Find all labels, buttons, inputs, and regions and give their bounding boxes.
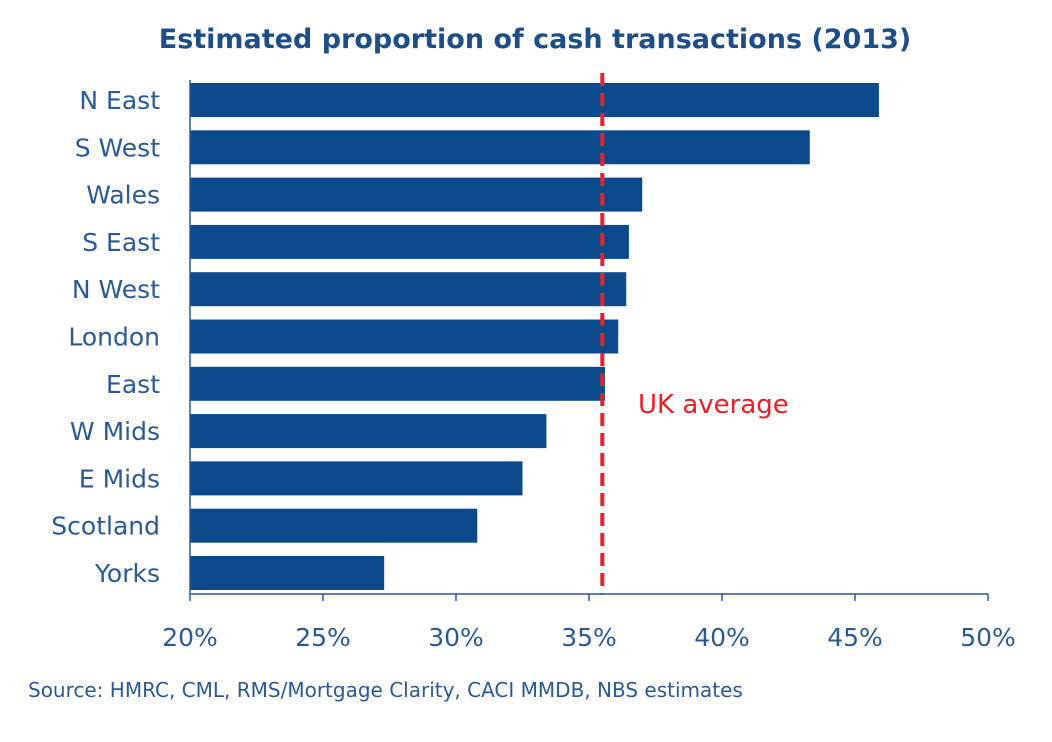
category-label: London [68, 323, 160, 352]
x-tick-label: 35% [561, 623, 617, 652]
category-label: N East [79, 86, 160, 115]
category-label: S East [82, 228, 160, 257]
bar-london [190, 319, 619, 354]
x-tick-label: 25% [295, 623, 351, 652]
bar-yorks [190, 556, 385, 590]
x-tick-label: 40% [694, 623, 750, 652]
category-label: East [106, 370, 160, 399]
uk-average-label: UK average [638, 390, 789, 420]
x-tick-label: 50% [960, 623, 1016, 652]
bar-east [190, 366, 605, 401]
x-tick-label: 30% [428, 623, 484, 652]
category-label: Yorks [94, 559, 160, 588]
bar-e-mids [190, 461, 523, 496]
source-note: Source: HMRC, CML, RMS/Mortgage Clarity,… [28, 678, 743, 702]
bar-wales [190, 177, 643, 212]
chart-title: Estimated proportion of cash transaction… [159, 24, 912, 55]
category-label: Wales [86, 181, 160, 210]
bar-s-east [190, 224, 629, 259]
category-label: N West [72, 275, 160, 304]
category-label: W Mids [70, 417, 160, 446]
bar-n-west [190, 272, 627, 307]
bar-w-mids [190, 414, 547, 449]
x-tick-label: 45% [827, 623, 883, 652]
category-label: E Mids [79, 464, 160, 493]
category-label: S West [75, 133, 160, 162]
category-label: Scotland [51, 512, 160, 541]
bar-n-east [190, 83, 879, 117]
bar-scotland [190, 508, 478, 543]
x-tick-label: 20% [162, 623, 218, 652]
bar-s-west [190, 130, 810, 165]
